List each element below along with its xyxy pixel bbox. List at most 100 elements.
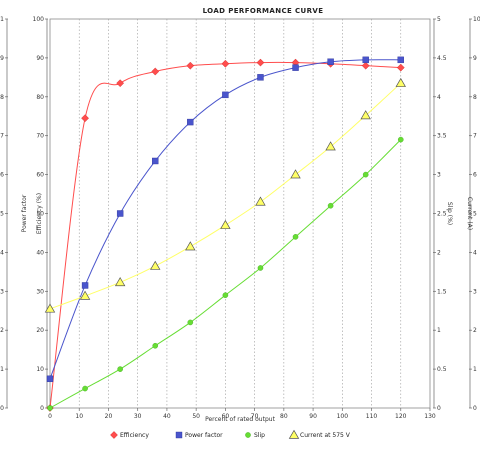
data-point bbox=[116, 210, 124, 217]
legend-item: Slip bbox=[245, 432, 265, 439]
x-tick-label: 80 bbox=[280, 413, 288, 420]
data-point bbox=[186, 61, 195, 70]
series-2 bbox=[47, 136, 404, 411]
data-point bbox=[114, 277, 126, 287]
data-point bbox=[256, 58, 265, 67]
right-tick-label: 7 bbox=[473, 133, 477, 140]
left-tick-label: 80 bbox=[36, 94, 44, 101]
data-point bbox=[327, 202, 334, 209]
data-point bbox=[46, 375, 54, 383]
left-tick-label: 0.7 bbox=[0, 133, 4, 140]
data-point bbox=[327, 58, 334, 65]
right-tick-label: 9 bbox=[473, 55, 477, 62]
legend-label: Efficiency bbox=[120, 432, 149, 439]
legend-label: Current at 575 V bbox=[300, 432, 351, 439]
right-tick-label: 3.5 bbox=[437, 133, 447, 140]
data-point bbox=[44, 303, 56, 313]
data-point bbox=[257, 265, 264, 271]
data-point bbox=[396, 63, 405, 72]
left-tick-label: 90 bbox=[36, 55, 44, 62]
data-point bbox=[222, 292, 229, 298]
x-tick-label: 120 bbox=[395, 413, 407, 420]
data-point bbox=[395, 77, 406, 87]
right-tick-label: 4 bbox=[473, 249, 477, 256]
right-tick-label: 6 bbox=[473, 172, 477, 179]
x-tick-label: 20 bbox=[105, 413, 113, 420]
data-point bbox=[362, 171, 369, 178]
x-tick-label: 70 bbox=[251, 413, 259, 420]
data-point bbox=[152, 157, 159, 165]
data-point bbox=[325, 141, 336, 151]
right-tick-label: 1.5 bbox=[437, 288, 447, 295]
x-tick-label: 90 bbox=[309, 413, 317, 420]
right-axis-label: Slip (%) bbox=[446, 202, 453, 225]
data-point bbox=[397, 56, 404, 64]
left-tick-label: 0.1 bbox=[0, 366, 4, 373]
legend-label: Slip bbox=[254, 432, 265, 439]
right-tick-label: 4 bbox=[437, 94, 441, 101]
data-point bbox=[397, 136, 404, 143]
left-tick-label: 60 bbox=[36, 172, 44, 179]
left-tick-label: 0.8 bbox=[0, 94, 4, 101]
right-tick-label: 2 bbox=[437, 249, 441, 256]
left-axis-label: Power factor bbox=[21, 194, 28, 232]
data-point bbox=[290, 169, 301, 179]
data-point bbox=[292, 234, 299, 240]
data-point bbox=[187, 319, 194, 326]
left-tick-label: 10 bbox=[36, 366, 44, 373]
left-tick-label: 20 bbox=[36, 327, 44, 334]
data-point bbox=[151, 67, 160, 76]
legend-marker bbox=[245, 432, 251, 438]
left-tick-label: 0.6 bbox=[0, 172, 4, 179]
x-tick-label: 10 bbox=[75, 413, 83, 420]
data-point bbox=[255, 196, 266, 206]
data-point bbox=[150, 260, 161, 270]
x-tick-label: 50 bbox=[192, 413, 200, 420]
right-tick-label: 4.5 bbox=[437, 55, 447, 62]
left-tick-label: 0 bbox=[40, 405, 44, 412]
data-point bbox=[220, 219, 231, 229]
legend-label: Power factor bbox=[185, 432, 223, 439]
x-tick-label: 0 bbox=[48, 413, 52, 420]
data-point bbox=[187, 118, 194, 126]
legend: Efficiency Power factor Slip Current at 575… bbox=[110, 429, 351, 439]
x-tick-label: 130 bbox=[424, 413, 436, 420]
x-axis-label: Percent of rated output bbox=[205, 416, 276, 423]
chart-title: LOAD PERFORMANCE CURVE bbox=[203, 7, 324, 15]
left-tick-label: 0.9 bbox=[0, 55, 4, 62]
data-point bbox=[47, 405, 53, 411]
legend-item: Current at 575 V bbox=[288, 429, 351, 439]
data-point bbox=[116, 79, 125, 88]
right-tick-label: 0.5 bbox=[437, 366, 447, 373]
data-point bbox=[152, 342, 159, 349]
right-tick-label: 5 bbox=[437, 16, 441, 23]
legend-marker bbox=[175, 431, 183, 439]
right-tick-label: 1 bbox=[473, 366, 477, 373]
right-tick-label: 0 bbox=[437, 405, 441, 412]
left-tick-label: 70 bbox=[36, 133, 44, 140]
data-point bbox=[292, 64, 299, 71]
series-3 bbox=[44, 77, 406, 313]
x-tick-label: 30 bbox=[134, 413, 142, 420]
legend-marker bbox=[288, 429, 300, 439]
right-tick-label: 0 bbox=[473, 405, 477, 412]
data-point bbox=[361, 61, 370, 70]
right-axis-label: Current (A) bbox=[466, 197, 473, 230]
right-tick-label: 10 bbox=[473, 16, 480, 23]
x-tick-label: 110 bbox=[366, 413, 378, 420]
data-point bbox=[257, 74, 264, 81]
data-point bbox=[185, 241, 196, 251]
right-tick-label: 3 bbox=[437, 172, 441, 179]
legend-item: Power factor bbox=[175, 431, 223, 439]
left-tick-label: 100 bbox=[33, 16, 45, 23]
data-point bbox=[81, 114, 89, 123]
left-tick-label: 30 bbox=[36, 288, 44, 295]
series-1 bbox=[46, 56, 404, 383]
right-tick-label: 1 bbox=[437, 327, 441, 334]
right-tick-label: 5 bbox=[473, 211, 477, 218]
left-tick-label: 0.3 bbox=[0, 288, 4, 295]
left-tick-label: 1 bbox=[0, 16, 4, 23]
legend-item: Efficiency bbox=[110, 431, 149, 439]
x-tick-label: 60 bbox=[222, 413, 230, 420]
